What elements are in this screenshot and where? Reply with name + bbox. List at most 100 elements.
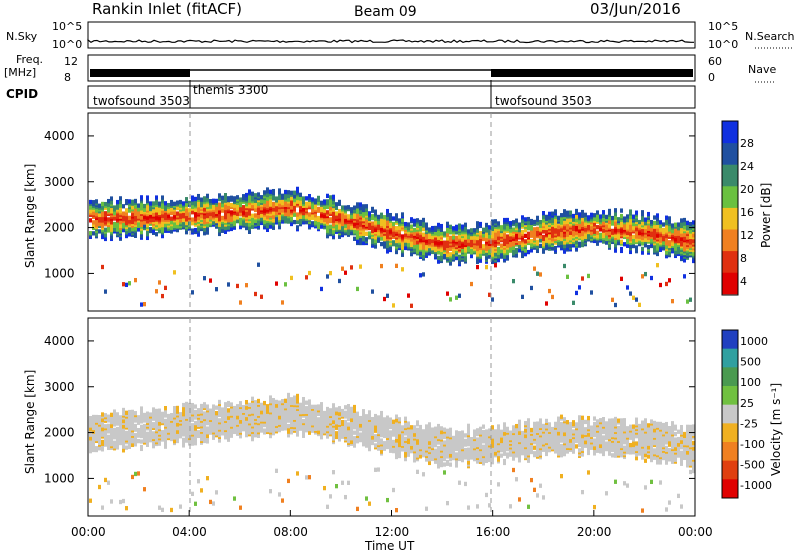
heatmap-cell bbox=[290, 205, 293, 210]
heatmap-cell bbox=[254, 400, 257, 405]
heatmap-cell bbox=[536, 245, 539, 250]
heatmap-cell bbox=[368, 231, 371, 236]
heatmap-cell bbox=[428, 238, 431, 243]
heatmap-cell bbox=[626, 225, 629, 230]
heatmap-cell bbox=[146, 215, 149, 220]
noise-tick-low-left: 10^0 bbox=[52, 38, 82, 51]
beam-title: Beam 09 bbox=[354, 4, 417, 20]
heatmap-cell bbox=[185, 405, 188, 410]
heatmap-cell bbox=[329, 408, 332, 413]
heatmap-cell bbox=[98, 425, 101, 431]
heatmap-cell bbox=[266, 413, 269, 418]
heatmap-cell bbox=[188, 411, 191, 417]
heatmap-cell bbox=[668, 240, 671, 245]
heatmap-cell bbox=[569, 243, 572, 248]
heatmap-cell bbox=[188, 208, 191, 213]
heatmap-cell bbox=[446, 240, 449, 245]
heatmap-cell bbox=[107, 423, 110, 429]
heatmap-cell bbox=[239, 217, 242, 222]
heatmap-cell bbox=[602, 210, 605, 215]
heatmap-cell bbox=[488, 225, 491, 230]
heatmap-cell bbox=[230, 428, 233, 433]
heatmap-cell bbox=[335, 483, 338, 489]
heatmap-cell bbox=[140, 406, 143, 411]
heatmap-cell bbox=[323, 423, 326, 428]
heatmap-cell bbox=[671, 299, 674, 304]
heatmap-cell bbox=[416, 240, 419, 245]
heatmap-cell bbox=[290, 275, 293, 281]
heatmap-cell bbox=[632, 295, 635, 300]
heatmap-cell bbox=[557, 215, 560, 221]
heatmap-cell bbox=[416, 249, 419, 254]
heatmap-cell bbox=[536, 248, 539, 254]
heatmap-cell bbox=[107, 442, 110, 447]
heatmap-cell bbox=[107, 429, 110, 434]
heatmap-cell bbox=[593, 213, 596, 218]
heatmap-cell bbox=[230, 402, 233, 407]
heatmap-cell bbox=[572, 224, 575, 230]
heatmap-cell bbox=[485, 222, 488, 228]
heatmap-cell bbox=[233, 415, 236, 420]
heatmap-cell bbox=[347, 435, 350, 440]
heatmap-cell bbox=[587, 273, 590, 279]
heatmap-cell bbox=[659, 220, 662, 225]
heatmap-cell bbox=[407, 226, 410, 231]
heatmap-cell bbox=[206, 476, 209, 481]
heatmap-cell bbox=[611, 297, 614, 302]
heatmap-cell bbox=[98, 420, 101, 425]
heatmap-cell bbox=[305, 475, 308, 480]
heatmap-cell bbox=[194, 437, 197, 442]
heatmap-cell bbox=[644, 228, 647, 233]
heatmap-cell bbox=[386, 208, 389, 214]
heatmap-cell bbox=[650, 275, 653, 281]
heatmap-cell bbox=[350, 265, 353, 270]
heatmap-cell bbox=[608, 223, 611, 228]
heatmap-cell bbox=[407, 421, 410, 426]
heatmap-cell bbox=[182, 402, 185, 408]
heatmap-cell bbox=[239, 197, 242, 202]
heatmap-cell bbox=[215, 209, 218, 215]
heatmap-cell bbox=[470, 281, 473, 287]
heatmap-cell bbox=[503, 217, 506, 223]
heatmap-cell bbox=[614, 233, 617, 239]
heatmap-cell bbox=[641, 228, 644, 233]
heatmap-cell bbox=[314, 426, 317, 431]
heatmap-cell bbox=[368, 435, 371, 441]
heatmap-cell bbox=[194, 196, 197, 202]
heatmap-cell bbox=[497, 221, 500, 226]
heatmap-cell bbox=[167, 213, 170, 219]
heatmap-cell bbox=[620, 276, 623, 281]
heatmap-cell bbox=[89, 199, 92, 205]
heatmap-cell bbox=[176, 405, 179, 411]
heatmap-cell bbox=[206, 439, 209, 444]
heatmap-cell bbox=[209, 499, 212, 505]
heatmap-cell bbox=[617, 217, 620, 222]
heatmap-cell bbox=[206, 411, 209, 417]
y-tick-label: 4000 bbox=[44, 129, 75, 143]
heatmap-cell bbox=[296, 397, 299, 402]
heatmap-cell bbox=[422, 226, 425, 232]
heatmap-cell bbox=[587, 233, 590, 238]
heatmap-cell bbox=[218, 423, 221, 428]
heatmap-cell bbox=[419, 424, 422, 430]
freq-tick-8: 8 bbox=[64, 71, 71, 84]
heatmap-cell bbox=[284, 189, 287, 195]
heatmap-cell bbox=[239, 423, 242, 428]
heatmap-cell bbox=[530, 239, 533, 244]
heatmap-cell bbox=[422, 429, 425, 434]
heatmap-cell bbox=[494, 242, 497, 248]
heatmap-cell bbox=[209, 408, 212, 413]
heatmap-cell bbox=[236, 195, 239, 200]
heatmap-cell bbox=[179, 504, 182, 509]
freq-panel: Freq. [MHz] 12 8 60 0 Nave bbox=[4, 53, 776, 84]
heatmap-cell bbox=[197, 430, 200, 435]
heatmap-cell bbox=[296, 186, 299, 192]
heatmap-cell bbox=[659, 282, 662, 288]
heatmap-cell bbox=[134, 198, 137, 204]
heatmap-cell bbox=[338, 411, 341, 416]
heatmap-cell bbox=[206, 193, 209, 199]
heatmap-cell bbox=[449, 252, 452, 257]
heatmap-cell bbox=[548, 233, 551, 239]
heatmap-cell bbox=[314, 213, 317, 218]
heatmap-cell bbox=[392, 225, 395, 230]
